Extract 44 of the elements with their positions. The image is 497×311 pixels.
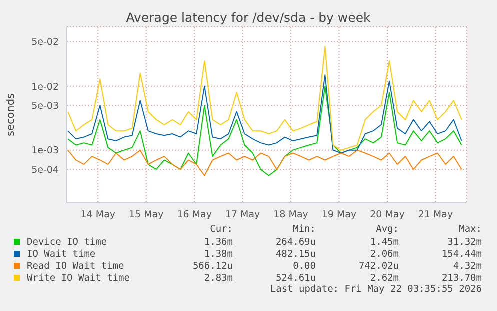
chart-title: Average latency for /dev/sda - by week [125,10,372,25]
text: 264.69u [274,236,316,248]
x-tick-label: 15 May [128,210,164,221]
x-tick-label: 19 May [322,210,357,221]
text: 4.32m [452,260,482,272]
text: Cur: [209,224,233,236]
text: 2.06m [369,248,399,260]
legend-label: IO Wait time [27,248,96,260]
line-series [68,86,462,176]
x-tick-label: 14 May [80,210,116,221]
y-axis-title: seconds [5,94,17,136]
y-tick-label: 1e-02 [32,82,59,93]
line-series [68,74,462,154]
y-tick-label: 5e-03 [32,101,59,112]
y-tick-label: 5e-02 [32,37,59,48]
text: 742.02u [358,260,399,272]
text: 31.32m [446,236,482,248]
text: 1.45m [369,236,399,248]
line-series [68,46,462,151]
text: 524.61u [274,272,316,284]
text: 2.62m [369,272,399,284]
x-tick-label: 20 May [370,210,406,221]
text: 2.83m [203,272,233,284]
text: 154.44m [440,248,482,260]
text: Last update: Fri May 22 03:35:55 2026 [269,284,482,296]
text: 1.36m [203,236,233,248]
text: Avg: [375,224,399,236]
legend-label: Device IO time [27,236,108,248]
legend-label: Read IO Wait time [27,260,124,272]
text: Max: [458,224,482,236]
x-tick-label: 16 May [177,210,212,221]
y-tick-label: 5e-04 [32,164,59,176]
text: Min: [292,224,316,236]
x-tick-label: 18 May [274,210,309,221]
text: 1.38m [203,248,233,260]
line-series [68,150,462,176]
text: 213.70m [440,272,482,284]
text: 0.00 [292,260,316,272]
legend-label: Write IO Wait time [27,272,130,284]
x-tick-label: 21 May [418,210,454,221]
text: 566.12u [192,260,233,272]
y-tick-label: 1e-03 [32,146,59,157]
text: 482.15u [274,248,316,260]
x-tick-label: 17 May [225,210,261,221]
